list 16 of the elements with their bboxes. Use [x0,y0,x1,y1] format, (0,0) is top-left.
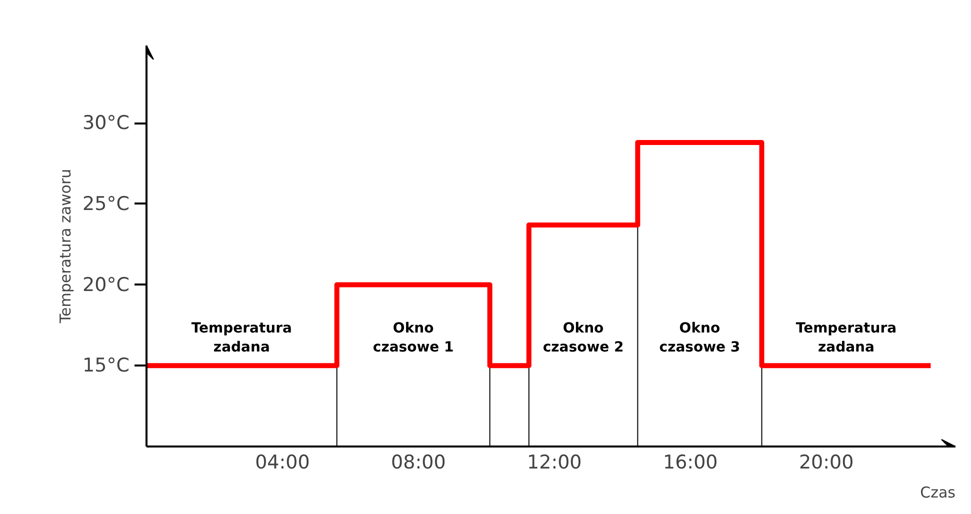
annotation: Temperatura zadana [796,320,897,356]
y-axis-title: Temperatura zaworu [56,168,75,324]
y-tick-label: 20°C [82,274,130,296]
y-tick-label: 30°C [82,112,130,134]
annotation: Temperatura zadana [191,320,292,356]
y-tick-label: 15°C [82,354,130,377]
x-tick-label: 20:00 [798,452,854,474]
y-tick-label: 25°C [82,192,130,215]
annotation: Okno czasowe 2 [542,320,624,356]
x-tick-label: 04:00 [255,452,310,474]
x-tick-label: 08:00 [391,452,446,474]
x-tick-label: 16:00 [662,452,718,474]
annotation: Okno czasowe 1 [372,320,454,356]
x-axis-title: Czas [920,484,956,502]
annotation: Okno czasowe 3 [659,320,740,356]
x-tick-label: 12:00 [527,452,582,474]
